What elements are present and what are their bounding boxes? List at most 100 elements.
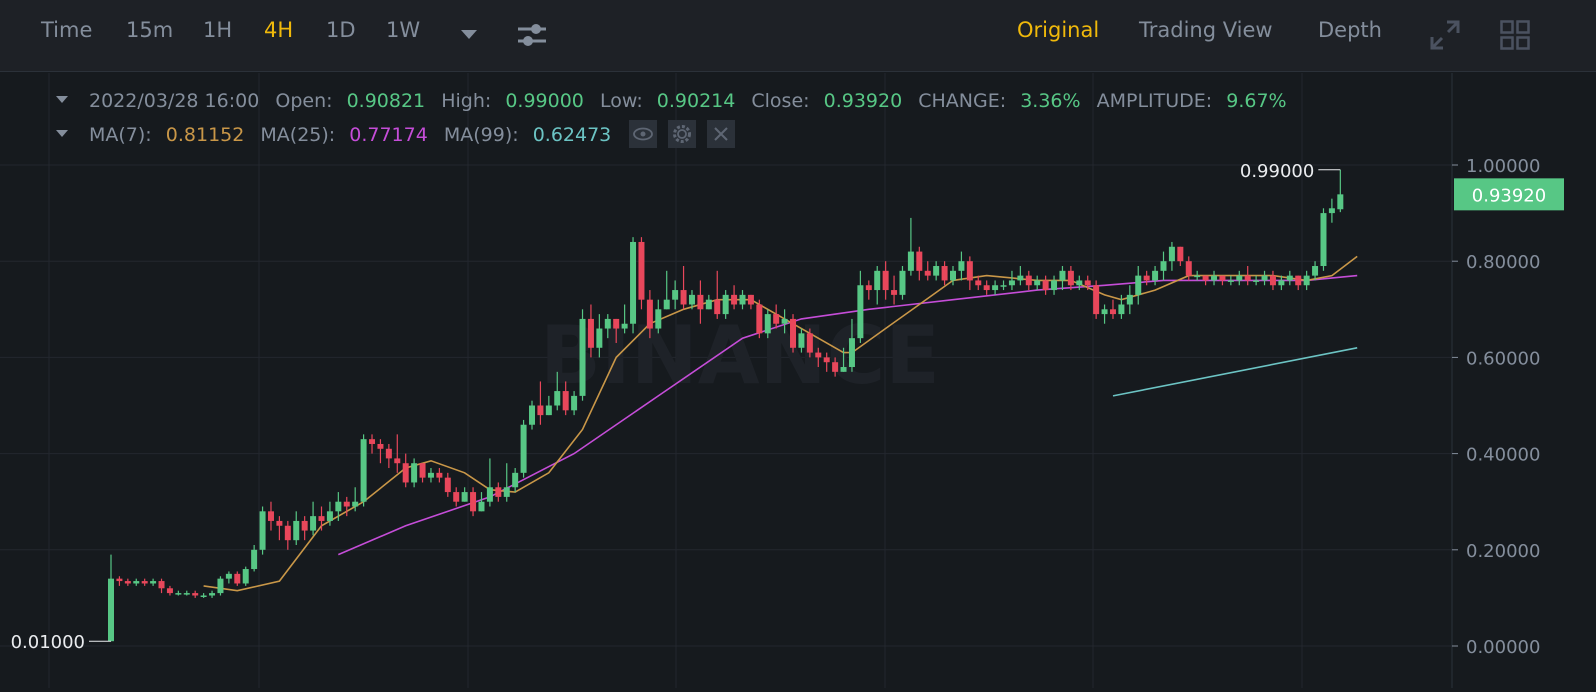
candle xyxy=(1286,270,1293,286)
ma7-value: 0.81152 xyxy=(166,124,245,146)
candle xyxy=(116,576,123,586)
interval-1h[interactable]: 1H xyxy=(203,18,233,42)
collapse-caret-icon[interactable] xyxy=(56,96,68,103)
candle-body xyxy=(933,266,940,276)
candle-body xyxy=(108,578,114,642)
candle-body xyxy=(739,294,746,305)
candle-body xyxy=(318,516,325,521)
candle-body xyxy=(1227,280,1234,282)
candle-body xyxy=(1000,285,1007,287)
candle-body xyxy=(301,520,308,531)
candle xyxy=(941,261,948,286)
candle-body xyxy=(217,578,224,594)
candle-body xyxy=(874,270,881,291)
candle-body xyxy=(192,593,199,596)
candle-body xyxy=(478,501,485,512)
candle-body xyxy=(394,458,401,464)
candle xyxy=(402,453,409,488)
candle xyxy=(234,571,241,586)
candle-body xyxy=(360,439,367,502)
candle-body xyxy=(326,511,333,521)
candle xyxy=(335,492,342,521)
candle xyxy=(848,318,855,372)
candle-body xyxy=(680,290,687,305)
candle xyxy=(697,280,704,324)
ma99-line xyxy=(1112,347,1358,397)
candle xyxy=(495,482,502,502)
interval-1w[interactable]: 1W xyxy=(386,18,421,42)
candle-body xyxy=(848,338,855,368)
candle xyxy=(352,487,359,512)
candle-body xyxy=(1219,275,1226,281)
candle xyxy=(133,578,140,586)
open-label: Open: xyxy=(275,90,332,112)
more-intervals-caret-icon[interactable] xyxy=(461,30,477,40)
candle xyxy=(1126,285,1133,315)
view-original-tab[interactable]: Original xyxy=(1017,18,1100,42)
candle xyxy=(1219,275,1226,286)
ma-collapse-caret-icon[interactable] xyxy=(56,130,68,137)
candle-body xyxy=(133,581,140,584)
candle xyxy=(284,520,291,550)
candle xyxy=(688,290,695,310)
candle-body xyxy=(1084,280,1091,286)
candle xyxy=(1177,246,1184,267)
change-value: 3.36% xyxy=(1020,90,1080,112)
candle xyxy=(655,299,662,334)
candle-body xyxy=(1152,270,1159,281)
layout-grid-icon[interactable] xyxy=(1500,20,1530,50)
candle xyxy=(377,439,384,464)
candle xyxy=(663,270,670,310)
candle-body xyxy=(714,299,721,315)
candle-body xyxy=(529,405,535,425)
view-depth-tab[interactable]: Depth xyxy=(1318,18,1382,42)
interval-4h[interactable]: 4H xyxy=(264,18,294,42)
candle xyxy=(1143,270,1150,286)
candle-body xyxy=(764,314,771,334)
close-icon[interactable] xyxy=(707,120,735,148)
indicator-settings-icon[interactable] xyxy=(516,21,548,49)
info-datetime: 2022/03/28 16:00 xyxy=(89,90,259,112)
candle xyxy=(882,261,889,300)
view-trading-view-tab[interactable]: Trading View xyxy=(1139,18,1273,42)
candle xyxy=(806,328,813,358)
gear-icon[interactable] xyxy=(668,120,696,148)
candle-body xyxy=(377,443,384,449)
candle-body xyxy=(865,285,872,291)
candle-body xyxy=(705,299,712,310)
candle xyxy=(124,578,131,586)
candle-body xyxy=(1109,309,1116,315)
interval-1d[interactable]: 1D xyxy=(326,18,356,42)
interval-time[interactable]: Time xyxy=(41,18,93,42)
candlestick-chart[interactable]: BINANCE 1.00000 0.80000 0.60000 0.40000 0.20… xyxy=(0,73,1596,688)
candle xyxy=(427,468,434,483)
candle-body xyxy=(840,367,847,372)
chart-area[interactable]: BINANCE 1.00000 0.80000 0.60000 0.40000 0.20… xyxy=(0,73,1596,688)
candle-body xyxy=(646,299,653,329)
candle-body xyxy=(790,318,797,348)
candle-body xyxy=(141,581,148,584)
candle-body xyxy=(419,463,426,478)
candle-body xyxy=(621,323,628,329)
candle xyxy=(175,590,182,596)
high-value: 0.99000 xyxy=(505,90,584,112)
chart-toolbar: Time 15m 1H 4H 1D 1W Original Trading Vi… xyxy=(0,0,1596,72)
candle xyxy=(562,381,569,416)
candle-body xyxy=(1076,280,1083,286)
candle-body xyxy=(200,595,207,597)
candle-body xyxy=(975,280,982,286)
interval-15m[interactable]: 15m xyxy=(126,18,174,42)
candle-body xyxy=(992,285,999,291)
candle-body xyxy=(1303,275,1310,286)
fullscreen-icon[interactable] xyxy=(1429,19,1461,51)
candle-body xyxy=(276,520,283,526)
change-label: CHANGE: xyxy=(918,90,1006,112)
candle xyxy=(276,516,283,541)
candle-body xyxy=(1143,275,1150,281)
candle xyxy=(512,468,519,493)
candle-body xyxy=(815,352,822,358)
eye-icon[interactable] xyxy=(629,120,657,148)
candle-body xyxy=(1320,213,1327,267)
svg-text:2022/03/28 16:00 Open:: 2022/03/28 16:00 Open: 0.90821 High: 0.9… xyxy=(89,90,1287,112)
ohlc-info-row: 2022/03/28 16:00 Open: 0.90821 High: 0.9… xyxy=(56,90,1287,112)
